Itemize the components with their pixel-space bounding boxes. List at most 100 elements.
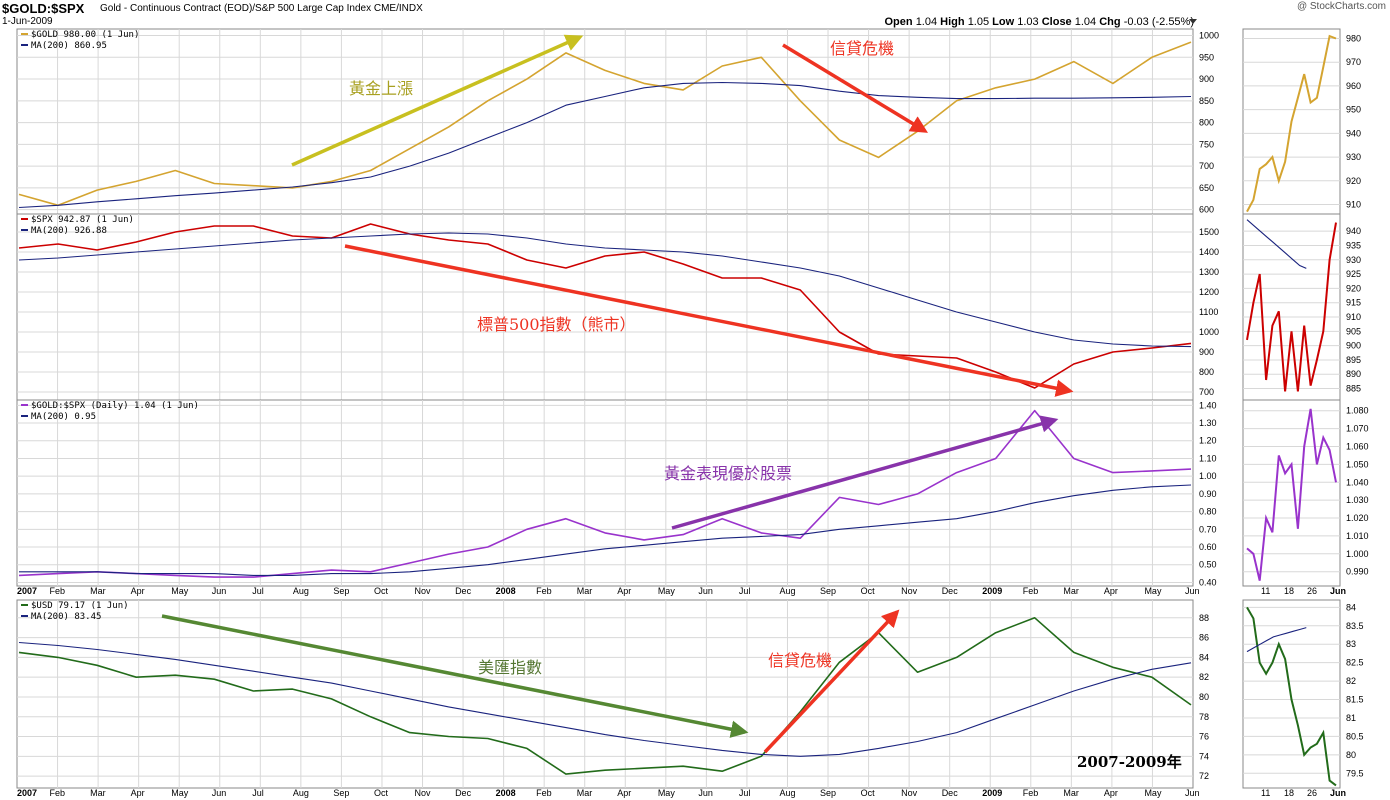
x-tick-label: Aug — [293, 586, 309, 596]
y-tick-label: 0.70 — [1199, 524, 1217, 534]
symbol-description: Gold - Continuous Contract (EOD)/S&P 500… — [100, 3, 423, 14]
y-tick-label: 1.00 — [1199, 471, 1217, 481]
legend-entry: $GOLD 980.00 (1 Jun) — [31, 30, 139, 40]
brand-watermark: @ StockCharts.com — [1296, 1, 1386, 12]
legend-entry: $USD 79.17 (1 Jun) — [31, 601, 129, 611]
y-tick-label: 600 — [1199, 205, 1214, 215]
x-tick-label: Mar — [1063, 788, 1079, 798]
side-y-tick-label: 81.5 — [1346, 695, 1364, 705]
side-y-tick-label: 83.5 — [1346, 621, 1364, 631]
chg-label: Chg — [1099, 16, 1121, 28]
side-x-tick-label: 18 — [1284, 788, 1294, 798]
x-tick-label: Jun — [1185, 788, 1200, 798]
x-tick-label: Dec — [455, 586, 472, 596]
y-tick-label: 1500 — [1199, 227, 1219, 237]
y-tick-label: 0.50 — [1199, 560, 1217, 570]
side-y-tick-label: 1.030 — [1346, 495, 1369, 505]
y-tick-label: 0.80 — [1199, 507, 1217, 517]
side-y-tick-label: 1.050 — [1346, 459, 1369, 469]
low-value: 1.03 — [1017, 16, 1039, 28]
side-x-tick-label: Jun — [1330, 788, 1346, 798]
x-tick-label: Mar — [1063, 586, 1079, 596]
side-y-tick-label: 930 — [1346, 152, 1361, 162]
annotation-arrow — [782, 43, 928, 133]
side-y-tick-label: 83 — [1346, 639, 1356, 649]
x-tick-label: Apr — [617, 788, 631, 798]
side-x-tick-label: 11 — [1261, 788, 1270, 798]
annotation-arrow — [671, 415, 1059, 530]
close-label: Close — [1041, 16, 1072, 28]
x-tick-label: 2009 — [982, 586, 1002, 596]
x-tick-label: May — [658, 788, 676, 798]
x-tick-label: Jun — [1185, 586, 1200, 596]
open-label: Open — [884, 16, 913, 28]
x-tick-label: Nov — [415, 788, 432, 798]
x-tick-label: Oct — [861, 788, 876, 798]
ma-series-line — [18, 641, 1192, 757]
annotation-credit-crisis-usd: 信貸危機 — [768, 651, 832, 670]
annotation-arrow — [763, 609, 900, 754]
quote-bar: Open 1.04 High 1.05 Low 1.03 Close 1.04 … — [885, 16, 1195, 28]
x-tick-label: Mar — [90, 788, 106, 798]
side-y-tick-label: 920 — [1346, 176, 1361, 186]
x-tick-label: Apr — [617, 586, 631, 596]
ma-series-line — [19, 484, 1192, 576]
price-series-line — [18, 41, 1192, 207]
side-y-tick-label: 82 — [1346, 676, 1356, 686]
chart-date: 1-Jun-2009 — [2, 16, 53, 27]
open-value: 1.04 — [915, 16, 938, 28]
side-y-tick-label: 80 — [1346, 750, 1356, 760]
x-tick-label: Jun — [698, 586, 713, 596]
y-tick-label: 800 — [1199, 367, 1214, 377]
x-tick-label: Jul — [252, 788, 264, 798]
x-tick-label: Feb — [50, 586, 66, 596]
legend-entry: $SPX 942.87 (1 Jun) — [31, 215, 134, 225]
y-tick-label: 650 — [1199, 183, 1214, 193]
side-y-tick-label: 885 — [1346, 384, 1361, 394]
panel-frame — [16, 28, 1194, 215]
legend-entry: $GOLD:$SPX (Daily) 1.04 (1 Jun) — [31, 401, 199, 411]
x-tick-label: 2009 — [982, 788, 1002, 798]
x-tick-label: Jun — [698, 788, 713, 798]
side-y-tick-label: 1.060 — [1346, 442, 1369, 452]
side-y-tick-label: 81 — [1346, 713, 1356, 723]
side-y-tick-label: 960 — [1346, 81, 1361, 91]
side-ma-line — [1246, 219, 1307, 269]
x-tick-label: 2007 — [17, 788, 37, 798]
y-tick-label: 74 — [1199, 751, 1209, 761]
x-tick-label: May — [658, 586, 676, 596]
side-ma-line — [1246, 627, 1307, 653]
y-tick-label: 84 — [1199, 652, 1209, 662]
side-x-tick-label: 26 — [1307, 788, 1317, 798]
x-tick-label: Jul — [739, 586, 751, 596]
high-value: 1.05 — [967, 16, 990, 28]
annotation-credit-crisis: 信貸危機 — [830, 39, 894, 58]
x-tick-label: 2007 — [17, 586, 37, 596]
side-price-line — [1246, 606, 1337, 787]
side-y-tick-label: 1.000 — [1346, 549, 1369, 559]
chevron-down-icon[interactable] — [1189, 19, 1197, 24]
side-y-tick-label: 935 — [1346, 240, 1361, 250]
annotation-gold-outperform: 黃金表現優於股票 — [664, 464, 792, 483]
y-tick-label: 1000 — [1199, 327, 1219, 337]
x-tick-label: Jul — [739, 788, 751, 798]
annotation-arrow — [291, 34, 584, 167]
x-tick-label: Mar — [577, 788, 593, 798]
side-x-tick-label: 11 — [1261, 586, 1270, 596]
side-x-tick-label: 18 — [1284, 586, 1294, 596]
x-tick-label: Jun — [212, 586, 227, 596]
x-tick-label: Dec — [942, 586, 959, 596]
y-tick-label: 750 — [1199, 139, 1214, 149]
side-price-line — [1246, 408, 1337, 581]
x-tick-label: May — [171, 586, 189, 596]
side-y-tick-label: 940 — [1346, 226, 1361, 236]
y-tick-label: 1200 — [1199, 287, 1219, 297]
x-tick-label: Apr — [131, 586, 145, 596]
y-tick-label: 80 — [1199, 692, 1209, 702]
side-price-line — [1246, 222, 1337, 392]
x-tick-label: Sep — [820, 586, 836, 596]
x-tick-label: Aug — [779, 586, 795, 596]
close-value: 1.04 — [1074, 16, 1097, 28]
y-tick-label: 1000 — [1199, 31, 1219, 41]
side-panel-frame — [1242, 399, 1341, 587]
